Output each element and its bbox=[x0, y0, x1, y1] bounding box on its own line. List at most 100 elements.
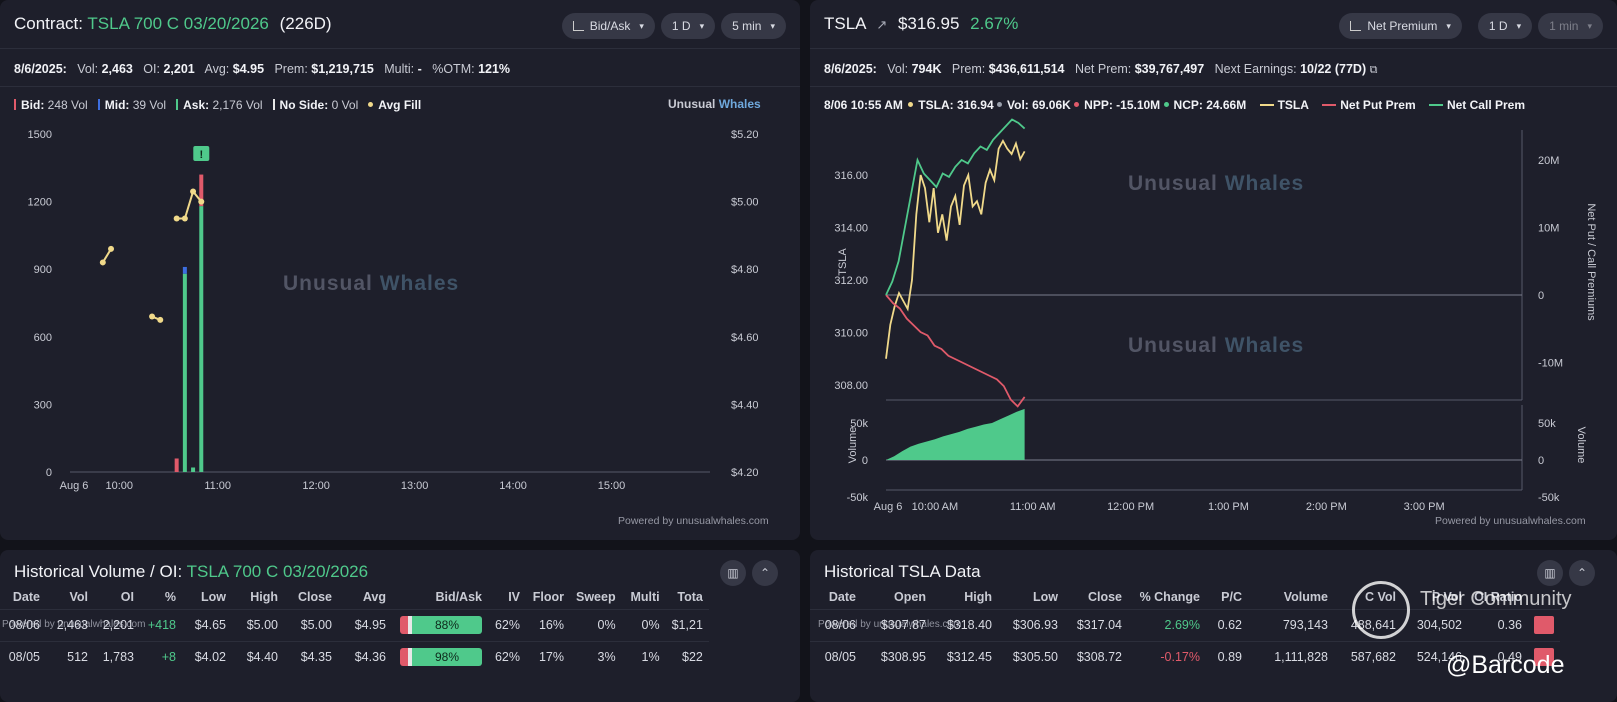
brand-logo: Unusual Whales bbox=[668, 97, 761, 111]
column-header[interactable]: Open bbox=[894, 589, 926, 604]
column-header[interactable]: Avg bbox=[362, 589, 386, 604]
column-header[interactable]: Close bbox=[1087, 589, 1122, 604]
chevron-down-icon: ▾ bbox=[1446, 20, 1451, 31]
column-header[interactable]: P Vol bbox=[1431, 589, 1462, 604]
expand-icon[interactable]: ⌃ bbox=[1569, 560, 1595, 586]
column-header[interactable]: Sweep bbox=[576, 589, 616, 604]
table-row[interactable]: 08/05 512 1,783 +8 $4.02 $4.40 $4.35 $4.36 98% 62… bbox=[0, 640, 709, 673]
stock-premium-chart[interactable]: 316.00 314.00 312.00 310.00 308.00 20M 10M 0 -10… bbox=[810, 0, 1617, 540]
historical-stock-panel: Historical TSLA Data ▥ ⌃ Powered by unus… bbox=[810, 550, 1617, 702]
y-right-tick-label: $4.40 bbox=[731, 399, 759, 411]
column-header[interactable]: % Change bbox=[1139, 589, 1200, 604]
table-cell: +8 bbox=[140, 640, 182, 673]
column-header[interactable]: Date bbox=[12, 589, 40, 604]
column-header[interactable]: IV bbox=[508, 589, 520, 604]
premium-tick-label: 10M bbox=[1538, 223, 1559, 235]
stock-legend: 8/06 10:55 AM TSLA: 316.94 Vol: 69.06K N… bbox=[824, 98, 1525, 112]
y-left-tick-label: 0 bbox=[46, 467, 52, 479]
powered-by[interactable]: Powered by unusualwhales.com bbox=[618, 515, 769, 527]
powered-by[interactable]: Powered by unusualwhales.com bbox=[1435, 515, 1586, 527]
alert-marker-label: ! bbox=[199, 149, 203, 161]
alert-marker bbox=[193, 146, 210, 161]
column-header[interactable]: Date bbox=[828, 589, 856, 604]
vol-tick-label: -50k bbox=[1538, 492, 1560, 504]
bidask-meter: 88% bbox=[400, 616, 482, 634]
column-header[interactable]: Low bbox=[201, 589, 226, 604]
y-left-tick-label: 900 bbox=[34, 264, 52, 276]
premium-tick-label: 0 bbox=[1538, 290, 1544, 302]
column-header[interactable]: Multi bbox=[630, 589, 660, 604]
price-tick-label: 312.00 bbox=[834, 275, 868, 287]
bidask-bar: 98% bbox=[392, 640, 488, 673]
x-tick-label: Aug 6 bbox=[60, 480, 89, 492]
columns-icon[interactable]: ▥ bbox=[720, 560, 746, 586]
chevron-down-icon: ▾ bbox=[770, 20, 775, 31]
ticker[interactable]: TSLA bbox=[824, 14, 866, 33]
table-row[interactable]: 08/06 $307.87 $318.40 $306.93 $317.04 2.69% 0.… bbox=[810, 608, 1560, 641]
expand-icon[interactable]: ⌃ bbox=[752, 560, 778, 586]
net-premium-dropdown[interactable]: Net Premium ▾ bbox=[1339, 13, 1462, 39]
contract-stats: 8/6/2025: Vol: 2,463 OI: 2,201 Avg: $4.9… bbox=[14, 62, 511, 76]
table-row[interactable]: 08/05 $308.95 $312.45 $305.50 $308.72 -0.17% 0… bbox=[810, 640, 1560, 673]
bidask-dropdown[interactable]: Bid/Ask ▾ bbox=[561, 13, 655, 39]
tiger-community-watermark: Tiger Community bbox=[1420, 588, 1572, 610]
vol-dot bbox=[997, 102, 1002, 107]
column-header[interactable]: Tota bbox=[677, 589, 703, 604]
table-cell: 0% bbox=[621, 608, 666, 641]
column-header[interactable]: OI Ratio bbox=[1474, 589, 1522, 604]
column-header[interactable]: Low bbox=[1033, 589, 1058, 604]
table-cell: 62% bbox=[488, 640, 526, 673]
table-cell: $5.00 bbox=[232, 608, 284, 641]
historical-contract-title: Historical Volume / OI: TSLA 700 C 03/20… bbox=[14, 562, 369, 581]
call-line-swatch bbox=[1428, 104, 1443, 106]
contract-name[interactable]: TSLA 700 C 03/20/2026 bbox=[87, 14, 269, 33]
column-header[interactable]: Close bbox=[297, 589, 332, 604]
stock-header: TSLA ↗ $316.95 2.67% bbox=[824, 14, 1018, 34]
tsla-price-line bbox=[885, 139, 1026, 359]
external-link-icon[interactable]: ↗ bbox=[876, 17, 888, 32]
x-tick-label: 11:00 bbox=[204, 480, 231, 492]
contract-volume-chart[interactable]: 1500 1200 900 600 300 0 $5.20 $5.00 $4.80 $4.60 $4… bbox=[0, 0, 800, 540]
y-right-tick-label: $4.80 bbox=[731, 264, 759, 276]
period-dropdown[interactable]: 1 D ▾ bbox=[660, 13, 716, 39]
table-cell: $4.02 bbox=[182, 640, 232, 673]
avg-fill-point bbox=[108, 245, 115, 252]
vol-tick-label: -50k bbox=[847, 492, 869, 504]
column-header[interactable]: Vol bbox=[69, 589, 88, 604]
column-header[interactable]: P/C bbox=[1221, 589, 1242, 604]
y-right-tick-label: $5.00 bbox=[731, 197, 759, 209]
column-header[interactable]: High bbox=[250, 589, 278, 604]
column-header[interactable]: Volume bbox=[1283, 589, 1328, 604]
table-cell: -0.17% bbox=[1128, 640, 1206, 673]
column-header[interactable]: High bbox=[964, 589, 992, 604]
table-row[interactable]: 08/06 2,463 2,201 +418 $4.65 $5.00 $5.00 $4.95 8… bbox=[0, 608, 709, 641]
vol-tick-label: 0 bbox=[1538, 455, 1544, 467]
x-tick-label: 11:00 AM bbox=[1010, 501, 1056, 513]
contract-label: Contract: bbox=[14, 14, 83, 33]
period-dropdown[interactable]: 1 D ▾ bbox=[1477, 13, 1533, 39]
table-cell: $5.00 bbox=[284, 608, 338, 641]
table-cell: 0.62 bbox=[1206, 608, 1248, 641]
table-cell: +418 bbox=[140, 608, 182, 641]
columns-icon[interactable]: ▥ bbox=[1537, 560, 1563, 586]
interval-dropdown[interactable]: 5 min ▾ bbox=[721, 13, 786, 39]
table-cell: 16% bbox=[526, 608, 570, 641]
price-tick-label: 308.00 bbox=[834, 380, 868, 392]
column-header[interactable]: % bbox=[164, 589, 176, 604]
tsla-dot bbox=[908, 102, 914, 107]
x-tick-label: 10:00 AM bbox=[912, 501, 958, 513]
npp-dot bbox=[1074, 102, 1080, 107]
external-link-icon[interactable]: ⧉ bbox=[1369, 64, 1378, 76]
ratio-bar bbox=[1528, 608, 1560, 641]
column-header[interactable]: Bid/Ask bbox=[435, 589, 482, 604]
interval-dropdown[interactable]: 1 min ▾ bbox=[1538, 13, 1603, 39]
table-cell: $4.40 bbox=[232, 640, 284, 673]
mid-volume-bar bbox=[182, 266, 187, 274]
bid-swatch bbox=[14, 99, 16, 110]
column-header[interactable]: Floor bbox=[532, 589, 564, 604]
ratio-bar-fill bbox=[1534, 648, 1554, 667]
table-cell: 0.89 bbox=[1206, 640, 1248, 673]
avg-fill-point bbox=[99, 259, 106, 266]
column-header[interactable]: OI bbox=[120, 589, 134, 604]
vol-tick-label: 50k bbox=[850, 418, 868, 430]
